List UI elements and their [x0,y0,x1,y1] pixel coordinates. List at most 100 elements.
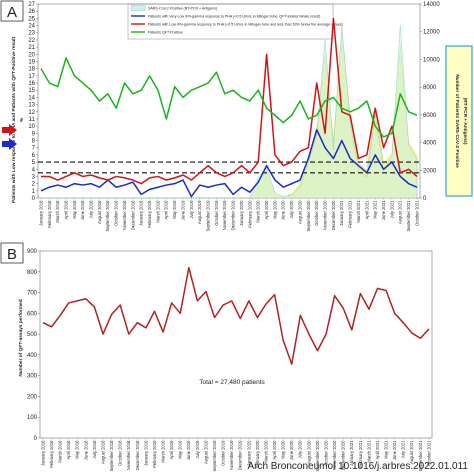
y-tick-label: 0 [34,436,38,442]
x-tick-label: June 2019 [180,200,185,220]
x-tick-label: August 2018 [100,440,105,464]
y-tick-label: 100 [27,415,38,421]
panel-b-label-box [0,242,24,264]
x-tick-label: February 2021 [358,440,363,468]
x-tick-label: February 2019 [152,440,157,468]
x-tick-label: May 2021 [384,440,389,459]
series-line-0 [42,266,430,365]
doi-credit: Arch Bronconeumol 10.1016/j.arbres.2022.… [247,461,468,472]
x-tick-label: July 2020 [298,440,303,459]
x-tick-label: July 2019 [195,440,200,459]
y-tick-label: 23 [28,31,35,37]
panel-a-right-axis-label: Number of Patients SARS-CoV-2 Positive [454,74,460,168]
y-tick-label: 16 [28,81,35,87]
x-tick-label: June 2021 [392,440,397,460]
x-tick-label: December 2018 [130,200,135,230]
series-line-3 [41,17,418,185]
panel-b: B Number of QFT-assays performed Total =… [0,242,433,472]
y-tick-label: 400 [27,353,38,359]
panel-a-legend: SARS-CoV-2 Positive (RT-PCR + Antigens) … [127,3,343,40]
panel-b-plot: 0 100 200 300 400 500 600 700 800 900 January 2018… [27,249,433,472]
x-tick-label: May 2018 [75,440,80,459]
x-tick-label: December 2018 [135,440,140,470]
x-tick-label: June 2021 [381,200,386,220]
x-tick-label: August 2021 [398,200,403,224]
x-tick-label: March 2020 [263,440,268,463]
x-tick-label: August 2019 [203,440,208,464]
y-tick-label: 18 [28,67,35,73]
panel-a: A SARS-CoV-2 Positive (RT-PCR + Antigens… [0,0,473,232]
x-tick-label: September 2020 [315,440,320,472]
y-tick-label: 20 [28,52,35,58]
y-tick-label: 7 [32,146,36,152]
x-tick-label: October 2019 [221,440,226,466]
x-tick-label: September 2020 [306,200,311,232]
x-tick-label: October 2021 [414,200,419,226]
y-tick-label: 9 [32,131,36,137]
x-tick-label: May 2019 [172,200,177,219]
x-tick-label: March 2018 [55,200,60,223]
x-tick-label: March 2021 [356,200,361,223]
x-tick-label: July 2021 [389,200,394,219]
x-tick-label: January 2021 [349,440,354,466]
y-tick-label: 15 [28,88,35,94]
y-tick-label: 700 [27,291,38,297]
series-line-2 [40,128,418,198]
x-tick-label: November 2018 [126,440,131,470]
y-tick-label: 3 [32,174,36,180]
y-tick-label: 500 [27,332,38,338]
y2-tick-label: 0 [423,196,427,202]
y-tick-label: 26 [28,9,35,15]
x-tick-label: December 2019 [238,440,243,470]
x-tick-label: July 2018 [92,440,97,459]
x-tick-label: August 2019 [197,200,202,224]
x-tick-label: August 2020 [306,440,311,464]
y-tick-label: 0 [32,196,36,202]
x-tick-label: February 2018 [49,440,54,468]
y-tick-label: 200 [27,394,38,400]
x-tick-label: May 2020 [272,200,277,219]
panel-a-right-axis-label-box [445,45,473,197]
y2-tick-label: 14000 [423,2,440,8]
y2-tick-label: 4000 [423,141,437,147]
y-tick-label: 300 [27,374,38,380]
x-tick-label: October 2018 [118,440,123,466]
x-tick-label: January 2018 [38,200,43,226]
y-tick-label: 900 [27,249,38,255]
x-tick-label: March 2021 [366,440,371,463]
x-tick-label: November 2019 [229,440,234,470]
x-tick-label: September 2021 [406,200,411,232]
x-tick-label: December 2019 [231,200,236,230]
y-tick-label: 25 [28,16,35,22]
y-tick-label: 4 [32,167,36,173]
plot-frame [39,250,433,439]
x-tick-label: June 2020 [281,200,286,220]
x-tick-label: January 2019 [143,440,148,466]
y2-tick-label: 6000 [423,113,437,119]
x-tick-label: April 2021 [364,200,369,220]
x-tick-label: May 2021 [373,200,378,219]
x-tick-label: March 2019 [160,440,165,463]
x-tick-label: April 2019 [169,440,174,460]
panel-a-letter: A [7,4,17,21]
y-tick-label: 24 [28,24,35,30]
y-tick-label: 12 [28,110,35,116]
x-tick-label: July 2019 [189,200,194,219]
x-tick-label: October 2021 [426,440,431,466]
panel-b-letter: B [7,246,17,263]
x-tick-label: September 2018 [109,440,114,472]
y-tick-label: 8 [32,139,36,145]
x-tick-label: September 2019 [206,200,211,232]
x-tick-label: July 2020 [289,200,294,219]
x-tick-label: September 2021 [418,440,423,472]
x-tick-label: December 2020 [341,440,346,470]
x-tick-label: June 2019 [186,440,191,460]
y-tick-label: 22 [28,38,35,44]
x-tick-label: February 2020 [247,200,252,228]
y-tick-label: 600 [27,311,38,317]
x-tick-label: January 2019 [139,200,144,226]
x-tick-label: July 2021 [401,440,406,459]
x-tick-label: April 2020 [272,440,277,460]
y2-tick-label: 12000 [423,30,440,36]
